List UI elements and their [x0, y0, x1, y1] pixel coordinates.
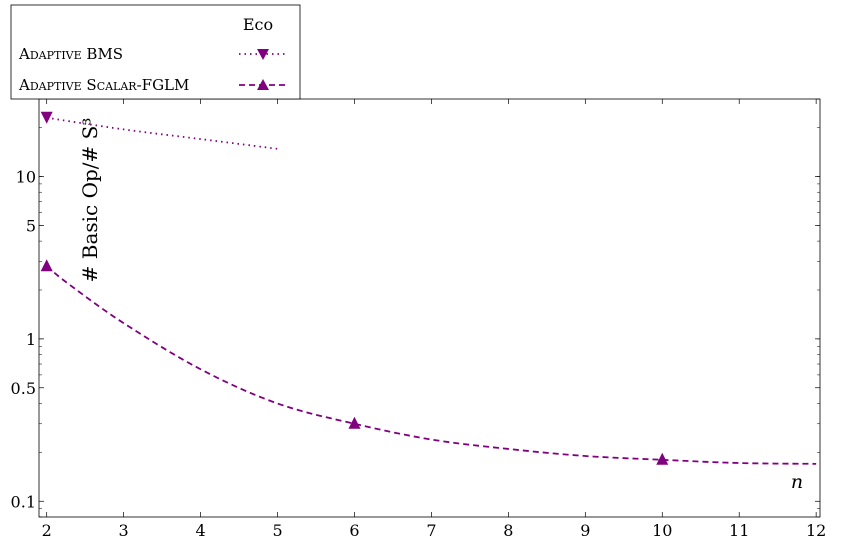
legend-box — [10, 4, 301, 100]
x-tick-label: 7 — [426, 521, 436, 540]
series-1-point — [348, 416, 361, 429]
y-tick-label: 5 — [26, 216, 36, 235]
series-line-1 — [46, 265, 817, 465]
x-tick-label: 8 — [503, 521, 513, 540]
x-tick-label: 3 — [119, 521, 129, 540]
legend-title: Eco — [243, 15, 273, 34]
x-tick-label: 11 — [729, 521, 749, 540]
y-tick-label: 0.5 — [11, 379, 36, 398]
legend: Eco Adaptive BMS Adaptive Scalar-FGLM — [10, 4, 301, 100]
legend-marker-triangle-up-icon — [257, 79, 269, 90]
y-tick-label: 1 — [26, 330, 36, 349]
y-tick-label: 10 — [16, 167, 36, 186]
series-1-point — [40, 259, 53, 272]
x-tick-label: 12 — [806, 521, 826, 540]
legend-entry-adaptive-bms: Adaptive BMS — [18, 45, 123, 63]
plot-area-frame — [38, 98, 821, 518]
series-line-0 — [46, 116, 278, 150]
x-tick-label: 6 — [349, 521, 359, 540]
x-tick-label: 4 — [195, 521, 205, 540]
y-axis-label: # Basic Op/# S³ — [78, 118, 102, 283]
legend-marker-triangle-down-icon — [257, 49, 269, 60]
y-tick-label: 0.1 — [11, 492, 36, 511]
x-tick-label: 9 — [580, 521, 590, 540]
x-tick-label: 2 — [42, 521, 52, 540]
x-tick-label: 10 — [652, 521, 672, 540]
legend-entry-adaptive-scalar-fglm: Adaptive Scalar-FGLM — [18, 76, 189, 94]
series-0-point — [40, 111, 53, 124]
axis-ticks: 2 3 4 5 6 7 8 9 10 11 12 0.1 0.5 1 5 10 — [11, 98, 826, 540]
x-axis-label: n — [791, 471, 803, 493]
x-tick-label: 5 — [272, 521, 282, 540]
series-layer — [40, 111, 817, 465]
series-1-point — [656, 452, 669, 465]
